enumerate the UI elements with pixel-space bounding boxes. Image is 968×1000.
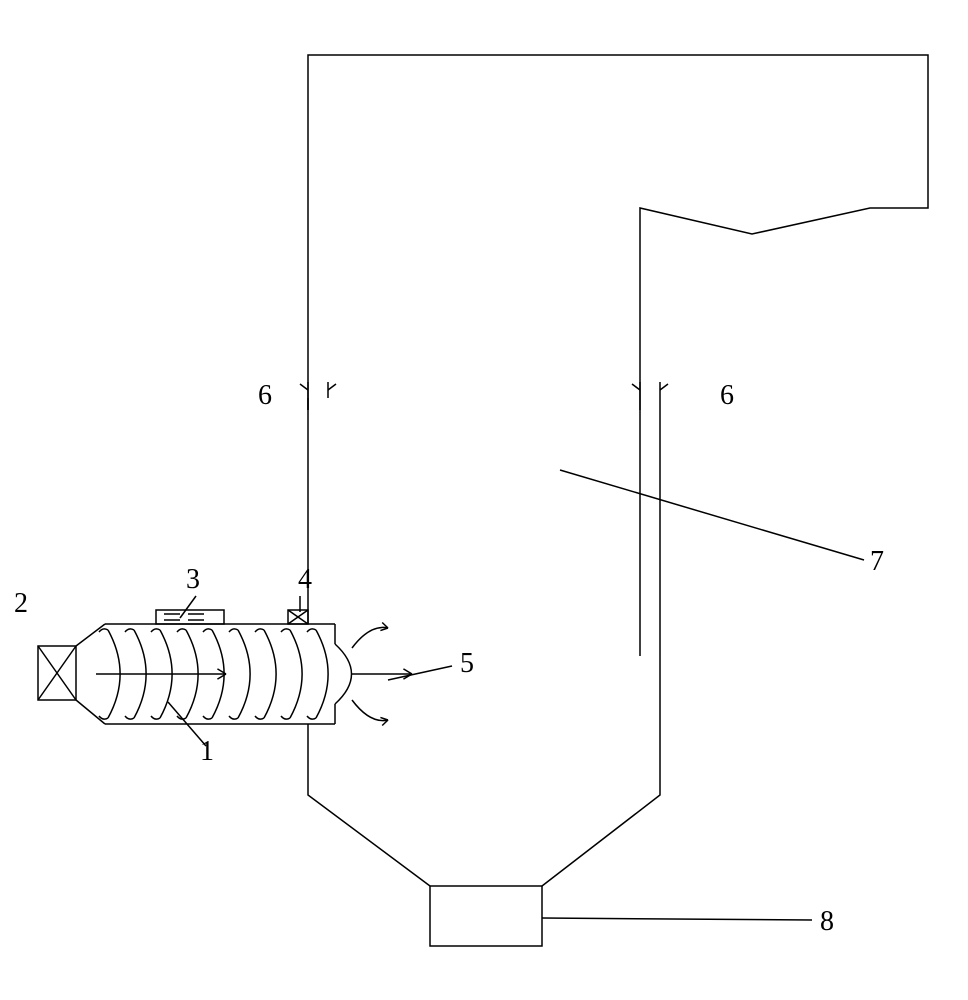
label-6a: 6	[258, 380, 272, 411]
label-6b: 6	[720, 380, 734, 411]
label-7: 7	[870, 546, 884, 577]
label-5: 5	[460, 648, 474, 679]
arrows	[96, 622, 412, 725]
vessel-left-wall-lower	[308, 724, 430, 886]
port-3	[156, 610, 224, 624]
bottom-box	[430, 886, 542, 946]
label-4: 4	[298, 564, 312, 595]
port-6-right	[632, 382, 668, 410]
label-2: 2	[14, 588, 28, 619]
port-4	[288, 610, 308, 624]
outlet-arc	[335, 644, 352, 704]
label-3: 3	[186, 564, 200, 595]
diagram-svg: 1 2 3 4 5 7 8 6 6	[0, 0, 968, 1000]
leader-lines	[168, 470, 864, 920]
outer-shell	[308, 55, 928, 656]
label-1: 1	[200, 736, 214, 767]
vessel-right-wall-upper	[542, 398, 660, 886]
port-6-left	[300, 382, 336, 410]
label-8: 8	[820, 906, 834, 937]
